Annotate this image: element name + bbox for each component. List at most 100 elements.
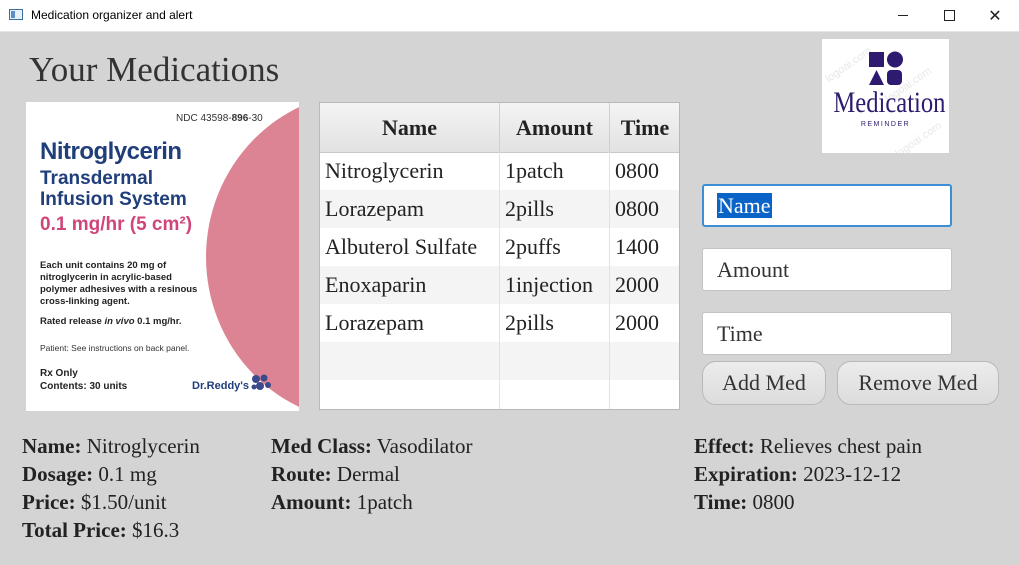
detail-route-label: Route: [271,462,332,486]
label-rx: Rx Only Contents: 30 units [40,367,127,393]
detail-amount: Amount: 1patch [271,488,472,516]
cell-name: Albuterol Sulfate [320,228,500,266]
brand-logo-icon [251,374,271,390]
label-description: Each unit contains 20 mg of nitroglyceri… [40,260,198,307]
label-decorative-arc [206,102,299,411]
app-icon [9,9,23,20]
column-header-time[interactable]: Time [610,103,679,152]
cell-name: Nitroglycerin [320,152,500,190]
close-icon: ✕ [988,7,1002,25]
close-button[interactable]: ✕ [972,0,1018,31]
ndc-prefix: NDC 43598- [176,113,232,124]
shapes-icon [869,51,903,85]
cell-amount: 1injection [500,266,610,304]
details-column-1: Name: Nitroglycerin Dosage: 0.1 mg Price… [22,432,200,544]
logo-watermark: logoai.com [823,44,874,86]
window-title: Medication organizer and alert [31,8,193,22]
detail-total-label: Total Price: [22,518,127,542]
cell-empty [320,380,500,409]
minimize-icon [898,15,908,16]
details-column-2: Med Class: Vasodilator Route: Dermal Amo… [271,432,472,516]
logo-title: Medication [833,86,946,119]
detail-price-value: $1.50/unit [80,490,167,514]
cell-time: 2000 [610,304,679,342]
rated-suffix: 0.1 mg/hr. [134,316,182,327]
cell-empty [500,342,610,380]
add-med-button[interactable]: Add Med [702,361,826,405]
table-row[interactable]: Nitroglycerin 1patch 0800 [320,152,679,190]
detail-total-value: $16.3 [132,518,180,542]
cell-time: 2000 [610,266,679,304]
table-row[interactable]: Lorazepam 2pills 0800 [320,190,679,228]
cell-name: Lorazepam [320,304,500,342]
detail-total-price: Total Price: $16.3 [22,516,200,544]
amount-input[interactable]: Amount [702,248,952,291]
detail-route-value: Dermal [336,462,400,486]
detail-price-label: Price: [22,490,76,514]
cell-name: Lorazepam [320,190,500,228]
detail-effect-label: Effect: [694,434,755,458]
detail-name-value: Nitroglycerin [86,434,200,458]
label-drug-name: Nitroglycerin [40,138,182,165]
maximize-button[interactable] [926,0,972,31]
ndc-code: 896 [231,113,249,124]
table-row[interactable]: Albuterol Sulfate 2puffs 1400 [320,228,679,266]
minimize-button[interactable] [880,0,926,31]
cell-time: 0800 [610,190,679,228]
cell-amount: 2puffs [500,228,610,266]
ndc-suffix: -30 [248,113,263,124]
cell-empty [320,342,500,380]
detail-class-value: Vasodilator [376,434,473,458]
label-line1: Transdermal [40,168,153,189]
cell-empty [610,380,679,409]
detail-time: Time: 0800 [694,488,922,516]
detail-dosage: Dosage: 0.1 mg [22,460,200,488]
detail-price: Price: $1.50/unit [22,488,200,516]
cell-amount: 2pills [500,190,610,228]
detail-effect: Effect: Relieves chest pain [694,432,922,460]
label-ndc: NDC 43598-896-30 [176,113,263,124]
table-row[interactable]: Enoxaparin 1injection 2000 [320,266,679,304]
cell-time: 1400 [610,228,679,266]
detail-expiration: Expiration: 2023-12-12 [694,460,922,488]
table-row-empty [320,380,679,409]
cell-amount: 1patch [500,152,610,190]
table-row[interactable]: Lorazepam 2pills 2000 [320,304,679,342]
cell-time: 0800 [610,152,679,190]
cell-amount: 2pills [500,304,610,342]
medications-table[interactable]: Name Amount Time Nitroglycerin 1patch 08… [319,102,680,410]
page-title: Your Medications [29,50,280,89]
time-input[interactable]: Time [702,312,952,355]
logo-subtitle: REMINDER [860,121,911,128]
medication-label-image: NDC 43598-896-30 Nitroglycerin Transderm… [26,102,299,411]
detail-name-label: Name: [22,434,82,458]
label-brand: Dr.Reddy's [192,380,250,392]
medication-reminder-logo: logoai.com logoai.com logoai.com Medicat… [822,39,949,153]
cell-name: Enoxaparin [320,266,500,304]
detail-expiration-label: Expiration: [694,462,798,486]
label-contents: Contents: 30 units [40,381,128,392]
cell-empty [500,380,610,409]
table-header: Name Amount Time [320,103,679,153]
detail-expiration-value: 2023-12-12 [803,462,902,486]
column-header-name[interactable]: Name [320,103,500,152]
label-rated-release: Rated release in vivo 0.1 mg/hr. [40,316,182,327]
detail-dosage-value: 0.1 mg [98,462,157,486]
label-rx-only: Rx Only [40,368,78,379]
detail-name: Name: Nitroglycerin [22,432,200,460]
maximize-icon [943,10,955,21]
label-patient-note: Patient: See instructions on back panel. [40,343,190,353]
table-row-empty [320,342,679,380]
detail-route: Route: Dermal [271,460,472,488]
label-dose: 0.1 mg/hr (5 cm²) [40,214,193,235]
detail-med-class: Med Class: Vasodilator [271,432,472,460]
rated-prefix: Rated release [40,316,105,327]
name-input[interactable]: Name [702,184,952,227]
column-header-amount[interactable]: Amount [500,103,610,152]
detail-dosage-label: Dosage: [22,462,94,486]
detail-effect-value: Relieves chest pain [759,434,922,458]
name-input-value: Name [717,193,772,218]
detail-amount-value: 1patch [356,490,413,514]
details-column-3: Effect: Relieves chest pain Expiration: … [694,432,922,516]
remove-med-button[interactable]: Remove Med [837,361,999,405]
